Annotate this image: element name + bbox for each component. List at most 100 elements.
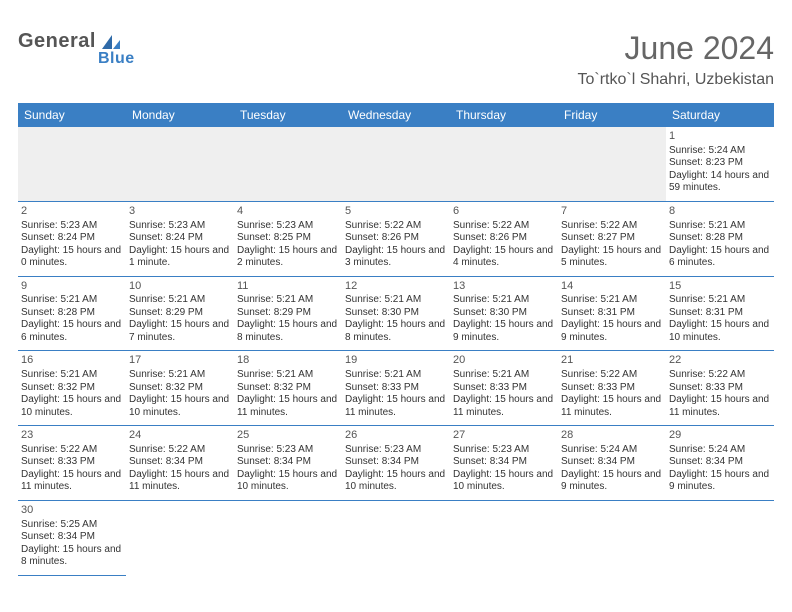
- daylight-text: Daylight: 15 hours and 11 minutes.: [561, 394, 663, 419]
- day-number: 3: [129, 205, 231, 219]
- daylight-text: Daylight: 15 hours and 10 minutes.: [21, 394, 123, 419]
- daylight-text: Daylight: 15 hours and 9 minutes.: [453, 319, 555, 344]
- sunset-text: Sunset: 8:32 PM: [21, 382, 123, 395]
- weekday-header: Monday: [126, 103, 234, 127]
- sunset-text: Sunset: 8:34 PM: [237, 456, 339, 469]
- calendar-day-cell: 6Sunrise: 5:22 AMSunset: 8:26 PMDaylight…: [450, 201, 558, 276]
- brand-logo: General Blue: [18, 30, 122, 53]
- day-info: Sunrise: 5:21 AMSunset: 8:30 PMDaylight:…: [345, 294, 447, 344]
- daylight-text: Daylight: 15 hours and 11 minutes.: [453, 394, 555, 419]
- sunrise-text: Sunrise: 5:21 AM: [669, 294, 771, 307]
- calendar-week-row: 1Sunrise: 5:24 AMSunset: 8:23 PMDaylight…: [18, 127, 774, 201]
- sunrise-text: Sunrise: 5:22 AM: [561, 220, 663, 233]
- weekday-header: Wednesday: [342, 103, 450, 127]
- calendar-blank-cell: [342, 127, 450, 201]
- day-info: Sunrise: 5:22 AMSunset: 8:27 PMDaylight:…: [561, 220, 663, 270]
- weekday-header: Sunday: [18, 103, 126, 127]
- daylight-text: Daylight: 15 hours and 9 minutes.: [561, 469, 663, 494]
- daylight-text: Daylight: 15 hours and 10 minutes.: [237, 469, 339, 494]
- calendar-day-cell: 23Sunrise: 5:22 AMSunset: 8:33 PMDayligh…: [18, 426, 126, 501]
- sunset-text: Sunset: 8:32 PM: [237, 382, 339, 395]
- day-info: Sunrise: 5:23 AMSunset: 8:34 PMDaylight:…: [237, 444, 339, 494]
- day-number: 22: [669, 354, 771, 368]
- day-info: Sunrise: 5:21 AMSunset: 8:29 PMDaylight:…: [129, 294, 231, 344]
- day-number: 16: [21, 354, 123, 368]
- sunrise-text: Sunrise: 5:22 AM: [129, 444, 231, 457]
- day-number: 10: [129, 280, 231, 294]
- day-number: 23: [21, 429, 123, 443]
- calendar-day-cell: 15Sunrise: 5:21 AMSunset: 8:31 PMDayligh…: [666, 276, 774, 351]
- sunset-text: Sunset: 8:33 PM: [345, 382, 447, 395]
- day-info: Sunrise: 5:22 AMSunset: 8:33 PMDaylight:…: [21, 444, 123, 494]
- sunrise-text: Sunrise: 5:22 AM: [669, 369, 771, 382]
- day-info: Sunrise: 5:21 AMSunset: 8:31 PMDaylight:…: [669, 294, 771, 344]
- day-number: 9: [21, 280, 123, 294]
- weekday-header: Thursday: [450, 103, 558, 127]
- calendar-blank-cell: [450, 127, 558, 201]
- calendar-trailing-cell: [666, 500, 774, 575]
- calendar-day-cell: 22Sunrise: 5:22 AMSunset: 8:33 PMDayligh…: [666, 351, 774, 426]
- calendar-day-cell: 13Sunrise: 5:21 AMSunset: 8:30 PMDayligh…: [450, 276, 558, 351]
- day-info: Sunrise: 5:23 AMSunset: 8:34 PMDaylight:…: [453, 444, 555, 494]
- daylight-text: Daylight: 15 hours and 2 minutes.: [237, 245, 339, 270]
- calendar-blank-cell: [558, 127, 666, 201]
- day-number: 27: [453, 429, 555, 443]
- sunrise-text: Sunrise: 5:21 AM: [21, 294, 123, 307]
- day-number: 2: [21, 205, 123, 219]
- day-info: Sunrise: 5:21 AMSunset: 8:32 PMDaylight:…: [21, 369, 123, 419]
- sunset-text: Sunset: 8:34 PM: [129, 456, 231, 469]
- calendar-day-cell: 4Sunrise: 5:23 AMSunset: 8:25 PMDaylight…: [234, 201, 342, 276]
- day-info: Sunrise: 5:22 AMSunset: 8:33 PMDaylight:…: [561, 369, 663, 419]
- calendar-blank-cell: [18, 127, 126, 201]
- sunrise-text: Sunrise: 5:23 AM: [21, 220, 123, 233]
- day-info: Sunrise: 5:22 AMSunset: 8:26 PMDaylight:…: [345, 220, 447, 270]
- daylight-text: Daylight: 15 hours and 9 minutes.: [561, 319, 663, 344]
- calendar-trailing-cell: [126, 500, 234, 575]
- sunset-text: Sunset: 8:28 PM: [21, 307, 123, 320]
- calendar-blank-cell: [234, 127, 342, 201]
- calendar-week-row: 16Sunrise: 5:21 AMSunset: 8:32 PMDayligh…: [18, 351, 774, 426]
- day-number: 1: [669, 130, 771, 144]
- sunset-text: Sunset: 8:33 PM: [561, 382, 663, 395]
- day-info: Sunrise: 5:23 AMSunset: 8:24 PMDaylight:…: [21, 220, 123, 270]
- daylight-text: Daylight: 15 hours and 0 minutes.: [21, 245, 123, 270]
- day-number: 26: [345, 429, 447, 443]
- day-info: Sunrise: 5:21 AMSunset: 8:32 PMDaylight:…: [129, 369, 231, 419]
- calendar-day-cell: 1Sunrise: 5:24 AMSunset: 8:23 PMDaylight…: [666, 127, 774, 201]
- brand-sub: Blue: [98, 50, 135, 68]
- calendar-week-row: 2Sunrise: 5:23 AMSunset: 8:24 PMDaylight…: [18, 201, 774, 276]
- sunset-text: Sunset: 8:33 PM: [669, 382, 771, 395]
- sunset-text: Sunset: 8:29 PM: [129, 307, 231, 320]
- day-number: 7: [561, 205, 663, 219]
- calendar-day-cell: 27Sunrise: 5:23 AMSunset: 8:34 PMDayligh…: [450, 426, 558, 501]
- daylight-text: Daylight: 15 hours and 1 minute.: [129, 245, 231, 270]
- calendar-day-cell: 17Sunrise: 5:21 AMSunset: 8:32 PMDayligh…: [126, 351, 234, 426]
- sunset-text: Sunset: 8:26 PM: [345, 232, 447, 245]
- day-info: Sunrise: 5:23 AMSunset: 8:25 PMDaylight:…: [237, 220, 339, 270]
- day-info: Sunrise: 5:21 AMSunset: 8:28 PMDaylight:…: [21, 294, 123, 344]
- calendar-day-cell: 26Sunrise: 5:23 AMSunset: 8:34 PMDayligh…: [342, 426, 450, 501]
- page-title: June 2024: [577, 30, 774, 67]
- day-number: 13: [453, 280, 555, 294]
- sunrise-text: Sunrise: 5:23 AM: [237, 220, 339, 233]
- day-number: 21: [561, 354, 663, 368]
- calendar-week-row: 9Sunrise: 5:21 AMSunset: 8:28 PMDaylight…: [18, 276, 774, 351]
- calendar-day-cell: 29Sunrise: 5:24 AMSunset: 8:34 PMDayligh…: [666, 426, 774, 501]
- calendar-day-cell: 5Sunrise: 5:22 AMSunset: 8:26 PMDaylight…: [342, 201, 450, 276]
- calendar-day-cell: 9Sunrise: 5:21 AMSunset: 8:28 PMDaylight…: [18, 276, 126, 351]
- daylight-text: Daylight: 15 hours and 11 minutes.: [669, 394, 771, 419]
- daylight-text: Daylight: 15 hours and 11 minutes.: [21, 469, 123, 494]
- sunset-text: Sunset: 8:28 PM: [669, 232, 771, 245]
- sunset-text: Sunset: 8:33 PM: [453, 382, 555, 395]
- day-number: 4: [237, 205, 339, 219]
- sunset-text: Sunset: 8:29 PM: [237, 307, 339, 320]
- sunset-text: Sunset: 8:31 PM: [669, 307, 771, 320]
- weekday-header: Tuesday: [234, 103, 342, 127]
- calendar-trailing-cell: [342, 500, 450, 575]
- day-info: Sunrise: 5:21 AMSunset: 8:33 PMDaylight:…: [345, 369, 447, 419]
- daylight-text: Daylight: 15 hours and 6 minutes.: [669, 245, 771, 270]
- calendar-day-cell: 24Sunrise: 5:22 AMSunset: 8:34 PMDayligh…: [126, 426, 234, 501]
- calendar-day-cell: 20Sunrise: 5:21 AMSunset: 8:33 PMDayligh…: [450, 351, 558, 426]
- day-number: 15: [669, 280, 771, 294]
- day-number: 20: [453, 354, 555, 368]
